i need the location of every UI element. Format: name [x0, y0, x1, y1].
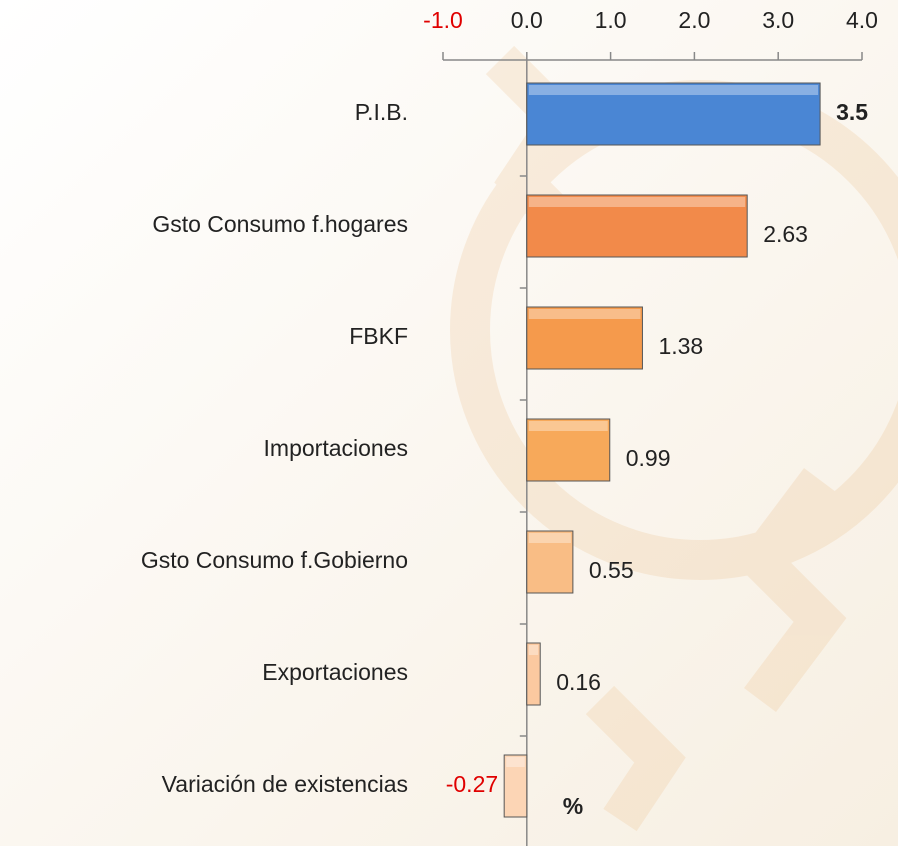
bar-highlight	[528, 645, 539, 655]
bar	[526, 642, 541, 706]
category-label: Importaciones	[264, 435, 408, 461]
x-tick-label: 2.0	[678, 7, 710, 33]
x-tick-label: 4.0	[846, 7, 878, 33]
category-label: P.I.B.	[355, 99, 408, 125]
bar	[526, 530, 574, 594]
data-label: -0.27	[446, 771, 498, 797]
category-label: Exportaciones	[262, 659, 408, 685]
x-tick-label: 0.0	[511, 7, 543, 33]
bar-highlight	[528, 309, 641, 319]
bar	[526, 82, 821, 146]
data-label: 1.38	[658, 333, 703, 359]
bar-highlight	[528, 85, 819, 95]
bar-highlight	[528, 533, 571, 543]
bar	[526, 418, 611, 482]
data-label: 2.63	[763, 221, 808, 247]
data-label: 0.16	[556, 669, 601, 695]
bar	[526, 194, 748, 258]
axis-unit-label: %	[563, 793, 583, 819]
category-label: Variación de existencias	[162, 771, 408, 797]
bar-highlight	[528, 421, 608, 431]
data-label: 3.5	[836, 99, 868, 125]
bar	[526, 306, 643, 370]
category-label: Gsto Consumo f.hogares	[152, 211, 408, 237]
data-label: 0.99	[626, 445, 671, 471]
x-tick-label: 3.0	[762, 7, 794, 33]
x-tick-label: 1.0	[595, 7, 627, 33]
x-tick-label: -1.0	[423, 7, 463, 33]
bar	[503, 754, 528, 818]
category-label: FBKF	[349, 323, 408, 349]
category-label: Gsto Consumo f.Gobierno	[141, 547, 408, 573]
bar-highlight	[506, 757, 525, 767]
data-label: 0.55	[589, 557, 634, 583]
bar-highlight	[528, 197, 746, 207]
